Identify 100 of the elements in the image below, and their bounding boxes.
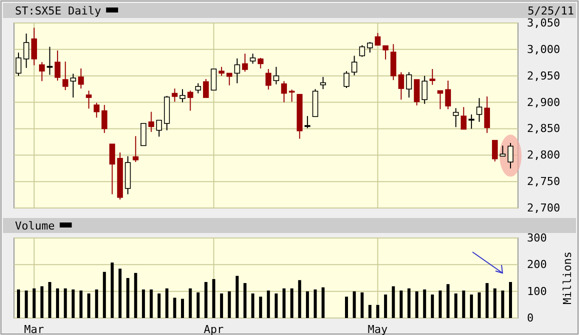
bar [360,292,364,318]
candlestick [172,88,178,102]
candlestick [476,98,482,122]
bar [24,290,28,318]
candlestick [234,58,240,84]
candlestick [398,72,404,100]
candlestick [359,44,366,58]
bar [407,288,410,318]
bar [110,262,114,318]
candlestick [500,145,506,157]
bar [228,291,231,318]
bar [188,288,192,318]
bar [56,288,60,318]
bar [446,284,450,318]
bar [415,291,418,318]
candlestick [422,75,428,104]
bar [220,293,224,318]
bar [290,288,294,318]
bar [274,293,278,318]
bar [266,290,270,318]
y-tick-label: 2,900 [527,96,560,109]
candlestick [266,68,272,90]
bar [306,291,309,318]
y-axis-title: Millions [561,252,574,304]
candlestick [140,123,146,146]
candlestick [484,96,490,134]
y-tick-label: 0 [527,312,534,325]
candlestick [23,33,30,68]
y-tick-label: 3,000 [527,42,560,56]
candlestick [109,144,116,195]
bar [376,304,380,318]
candlestick [132,136,139,163]
y-tick-label: 2,850 [527,122,560,136]
y-tick-label: 2,800 [527,148,560,162]
bar [79,290,82,318]
bar [345,296,348,318]
bar [134,272,138,318]
bar [102,272,106,318]
bar [40,286,44,318]
bar [509,282,512,318]
chart-title: ST:SX5E Daily [15,4,102,18]
candlestick [344,70,350,89]
candlestick [460,106,467,130]
bar [368,304,372,318]
bar [493,288,496,318]
y-tick-label: 300 [527,232,547,245]
candlestick [78,68,84,90]
y-tick-label: 3,050 [527,16,560,30]
bar [72,289,75,318]
candlestick [508,142,514,169]
candlestick [452,108,459,128]
y-tick-label: 200 [527,258,547,272]
candlestick [320,76,326,90]
bar [438,290,442,318]
candlestick [94,102,100,118]
bar [126,278,130,318]
candlestick [430,68,436,86]
candlestick [374,32,381,46]
candlestick [148,111,154,132]
bar [87,293,90,318]
chart-title: Volume [15,220,55,232]
bar [470,294,473,318]
candlestick [382,45,388,60]
y-tick-label: 2,750 [527,175,560,188]
bar [165,288,168,318]
candlestick [203,78,209,98]
candlestick [242,53,248,72]
bar [17,289,20,318]
candlestick [414,79,420,106]
bar [392,286,395,318]
bar [142,289,145,318]
bar [501,290,504,318]
candlestick [250,53,256,64]
bar [243,283,246,318]
text: 5/25/11 [528,4,574,18]
bar [251,293,254,318]
candlestick [195,82,202,94]
bar [64,288,67,318]
candlestick [468,114,474,130]
candlestick [281,80,287,103]
y-tick-label: 2,700 [527,202,560,215]
bar [181,298,184,318]
bar [454,293,458,318]
candlestick [390,44,396,81]
candlestick [258,57,264,69]
bar [352,291,356,318]
bar [384,294,388,318]
candlestick [226,72,232,86]
candlestick [70,73,76,98]
candlestick [210,68,217,91]
bar [212,279,216,318]
bar [173,298,176,318]
candlestick [180,88,186,103]
bar [32,288,36,318]
bar [118,268,122,318]
bar [423,289,426,318]
bar [478,292,481,318]
bar [400,290,403,318]
x-tick-label: Apr [204,322,224,335]
candlestick [102,104,108,134]
